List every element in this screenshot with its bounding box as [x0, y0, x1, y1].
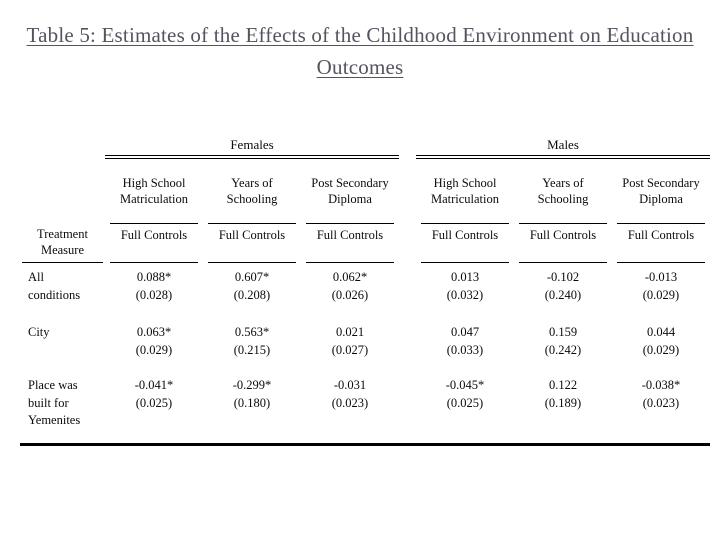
estimate-cell: -0.299* (0.180) [203, 371, 301, 443]
spec-header-label: Full Controls [617, 223, 705, 263]
estimate-value: -0.013 [644, 270, 678, 284]
spec-header: Full Controls [514, 223, 612, 263]
estimate-value: -0.045* [445, 378, 485, 392]
std-error-value: (0.029) [642, 343, 680, 358]
outcome-header: Post Secondary Diploma [622, 175, 700, 206]
outcome-header: Years of Schooling [537, 175, 589, 206]
estimate-value: -0.031 [333, 378, 367, 392]
estimate-cell: 0.159 (0.242) [514, 318, 612, 371]
estimate-cell: 0.044 (0.029) [612, 318, 710, 371]
std-error-value: (0.025) [135, 396, 173, 411]
estimate-cell: 0.013 (0.032) [416, 263, 514, 318]
results-table: Females Males High School Matriculation … [20, 133, 710, 446]
spec-header: Full Controls [301, 223, 399, 263]
estimate-value: 0.088* [136, 270, 172, 284]
estimate-cell: 0.062* (0.026) [301, 263, 399, 318]
estimate-value: 0.563* [234, 325, 270, 339]
corner-header-label: Treatment Measure [22, 226, 103, 263]
spec-header: Full Controls [612, 223, 710, 263]
outcome-header: High School Matriculation [119, 175, 189, 206]
estimate-cell: -0.045* (0.025) [416, 371, 514, 443]
std-error-value: (0.028) [135, 288, 173, 303]
std-error-value: (0.027) [331, 343, 369, 358]
estimate-value: 0.063* [136, 325, 172, 339]
estimate-value: 0.062* [332, 270, 368, 284]
estimate-cell: -0.041* (0.025) [105, 371, 203, 443]
estimate-cell: -0.013 (0.029) [612, 263, 710, 318]
corner-header: Treatment Measure [20, 159, 105, 263]
std-error-value: (0.023) [642, 396, 680, 411]
std-error-value: (0.208) [233, 288, 271, 303]
estimate-cell: 0.021 (0.027) [301, 318, 399, 371]
spec-header-label: Full Controls [208, 223, 296, 263]
row-label: Place was built for Yemenites [28, 378, 81, 427]
std-error-value: (0.025) [446, 396, 484, 411]
std-error-value: (0.180) [233, 396, 271, 411]
spec-header: Full Controls [105, 223, 203, 263]
estimate-cell: -0.038* (0.023) [612, 371, 710, 443]
std-error-value: (0.242) [544, 343, 582, 358]
std-error-value: (0.029) [135, 343, 173, 358]
estimate-cell: 0.047 (0.033) [416, 318, 514, 371]
spec-header-label: Full Controls [306, 223, 394, 263]
estimate-cell: 0.607* (0.208) [203, 263, 301, 318]
spec-header-label: Full Controls [421, 223, 509, 263]
std-error-value: (0.029) [642, 288, 680, 303]
std-error-value: (0.023) [331, 396, 369, 411]
estimate-value: 0.122 [548, 378, 578, 392]
row-label: City [28, 325, 50, 339]
std-error-value: (0.240) [544, 288, 582, 303]
spec-header-label: Full Controls [519, 223, 607, 263]
estimate-value: -0.299* [232, 378, 272, 392]
estimate-value: 0.044 [646, 325, 676, 339]
estimate-value: 0.047 [450, 325, 480, 339]
estimate-cell: 0.088* (0.028) [105, 263, 203, 318]
outcome-header: Years of Schooling [226, 175, 278, 206]
estimate-value: 0.013 [450, 270, 480, 284]
panel-header-males: Males [416, 133, 710, 159]
estimate-cell: -0.031 (0.023) [301, 371, 399, 443]
estimate-cell: -0.102 (0.240) [514, 263, 612, 318]
estimate-value: -0.038* [641, 378, 681, 392]
std-error-value: (0.189) [544, 396, 582, 411]
estimate-value: -0.102 [546, 270, 580, 284]
estimate-value: 0.607* [234, 270, 270, 284]
estimate-cell: 0.063* (0.029) [105, 318, 203, 371]
std-error-value: (0.033) [446, 343, 484, 358]
row-label: All conditions [28, 270, 81, 302]
page-title: Table 5: Estimates of the Effects of the… [26, 23, 694, 79]
spec-header-label: Full Controls [110, 223, 198, 263]
estimate-value: 0.021 [335, 325, 365, 339]
spec-header: Full Controls [416, 223, 514, 263]
panel-header-females: Females [105, 133, 399, 159]
std-error-value: (0.026) [331, 288, 369, 303]
outcome-header: Post Secondary Diploma [311, 175, 389, 206]
outcome-header: High School Matriculation [430, 175, 500, 206]
estimate-value: 0.159 [548, 325, 578, 339]
estimate-value: -0.041* [134, 378, 174, 392]
spec-header: Full Controls [203, 223, 301, 263]
estimate-cell: 0.563* (0.215) [203, 318, 301, 371]
std-error-value: (0.215) [233, 343, 271, 358]
estimate-cell: 0.122 (0.189) [514, 371, 612, 443]
std-error-value: (0.032) [446, 288, 484, 303]
